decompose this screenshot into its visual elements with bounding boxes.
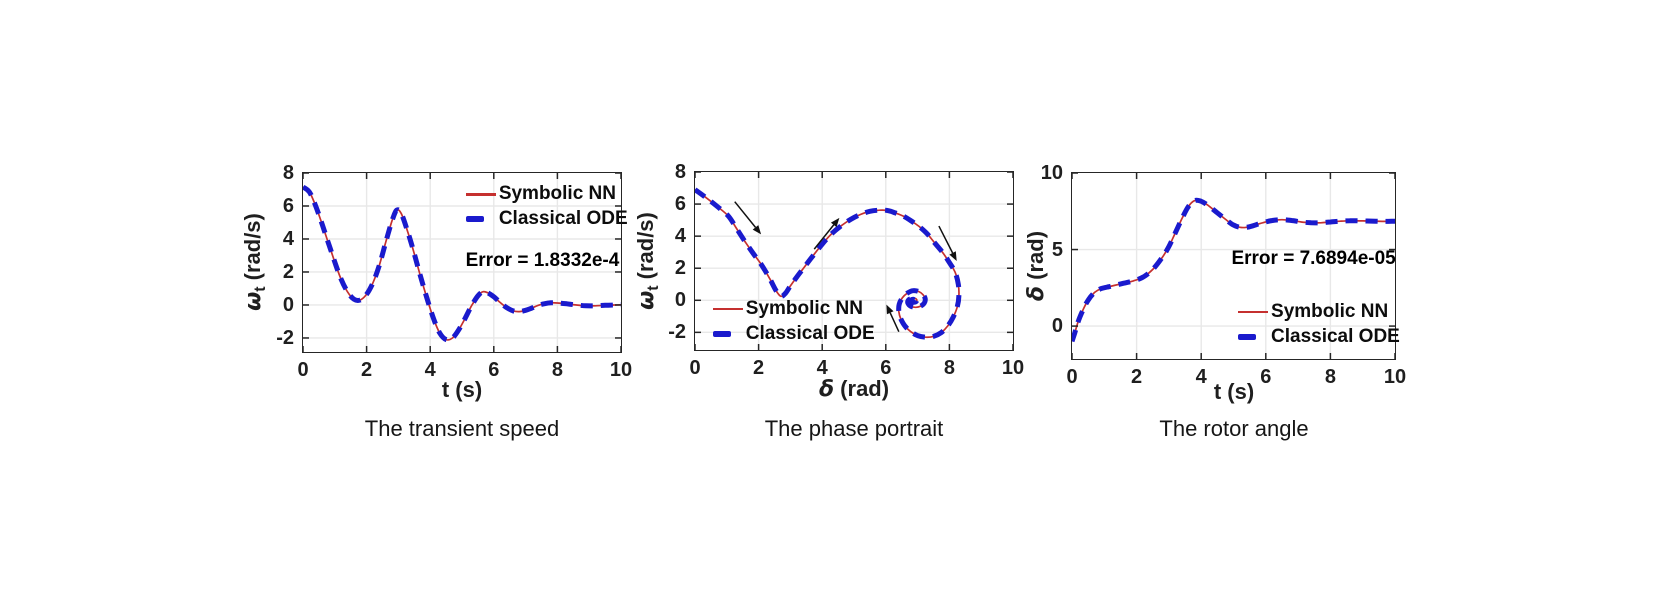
series-classical-ode (1072, 197, 1395, 343)
legend-phase-portrait: Symbolic NN Classical ODE (712, 297, 875, 347)
error-annotation: Error = 7.6894e-05 (1231, 247, 1396, 269)
legend-dash-sample (465, 216, 499, 223)
legend-transient-speed: Symbolic NN Classical ODE (465, 182, 628, 232)
rotor-angle-canvas (1072, 173, 1395, 359)
x-tick-label: 6 (1260, 366, 1272, 388)
plot-area-transient-speed: Symbolic NN Classical ODE Error = 1.8332… (276, 163, 632, 380)
x-tick-label: 4 (816, 357, 828, 379)
x-tick-label: 0 (1066, 366, 1078, 388)
x-tick-label: 4 (424, 359, 436, 381)
y-tick-label: 2 (282, 260, 294, 283)
x-tick-label: 10 (1383, 366, 1407, 388)
transient-speed-canvas (303, 173, 621, 352)
legend-rotor-angle: Symbolic NN Classical ODE (1238, 299, 1400, 349)
y-tick-label: -2 (276, 326, 294, 349)
flow-arrow (734, 201, 757, 228)
x-tick-label: 6 (880, 357, 892, 379)
y-tick-label: -2 (668, 321, 686, 344)
y-axis-label-phase-portrait: ωt (rad/s) (632, 212, 663, 310)
legend-solid-line-sample (712, 307, 746, 311)
caption-phase-portrait: The phase portrait (764, 416, 944, 441)
flow-arrow-head (830, 217, 840, 228)
y-tick-label: 2 (674, 257, 686, 280)
flow-arrow-head (752, 225, 762, 235)
caption-rotor-angle: The rotor angle (1159, 416, 1309, 441)
plot-area-rotor-angle: Symbolic NN Classical ODE Error = 7.6894… (1041, 163, 1406, 387)
flow-arrow (889, 312, 900, 333)
y-tick-label: 10 (1040, 162, 1063, 184)
legend-item: Symbolic NN (712, 297, 875, 322)
legend-dash-sample (1238, 333, 1271, 340)
legend-item-label: Classical ODE (498, 208, 628, 230)
legend-item: Classical ODE (712, 322, 875, 347)
x-tick-label: 10 (1001, 357, 1025, 379)
series-classical-ode (695, 187, 962, 340)
series-classical-ode (303, 184, 621, 343)
error-annotation: Error = 1.8332e-4 (465, 250, 620, 272)
x-axis-label-transient-speed: t (s) (441, 377, 483, 402)
x-tick-label: 8 (1324, 366, 1336, 388)
x-axis-label-phase-portrait: δ (rad) (818, 376, 890, 402)
legend-item: Symbolic NN (465, 182, 628, 207)
flow-arrow (938, 225, 954, 254)
x-tick-label: 2 (361, 359, 373, 381)
legend-item: Classical ODE (465, 207, 628, 232)
legend-solid-line-sample (1238, 310, 1271, 314)
y-tick-label: 4 (674, 225, 686, 248)
caption-transient-speed: The transient speed (364, 416, 560, 441)
y-tick-label: 6 (674, 193, 686, 216)
x-tick-label: 6 (488, 359, 500, 381)
x-tick-label: 2 (1131, 366, 1143, 388)
x-tick-label: 2 (753, 357, 765, 379)
legend-item: Symbolic NN (1238, 299, 1400, 324)
y-axis-label-transient-speed: ωt (rad/s) (239, 213, 270, 311)
legend-item: Classical ODE (1238, 324, 1400, 349)
y-tick-label: 8 (674, 161, 686, 183)
y-tick-label: 0 (674, 289, 686, 312)
y-tick-label: 0 (282, 293, 294, 316)
x-tick-label: 10 (609, 359, 633, 381)
x-tick-label: 8 (943, 357, 955, 379)
y-tick-label: 8 (282, 162, 294, 184)
plot-area-phase-portrait: Symbolic NN Classical ODE 0 2 4 6 8 10 -2 0 2 4 6 8 (668, 162, 1024, 378)
x-tick-label: 0 (689, 357, 701, 379)
flow-arrow (813, 224, 835, 250)
legend-item-label: Classical ODE (745, 323, 875, 345)
y-tick-label: 5 (1051, 238, 1063, 261)
legend-item-label: Symbolic NN (498, 183, 617, 205)
x-tick-label: 0 (297, 359, 309, 381)
phase-portrait-canvas (695, 172, 1013, 350)
x-tick-label: 8 (551, 359, 563, 381)
flow-arrow-head (949, 251, 957, 261)
y-axis-label-rotor-angle: δ (rad) (1022, 230, 1049, 302)
x-tick-label: 4 (1195, 366, 1207, 388)
legend-item-label: Symbolic NN (745, 298, 863, 320)
legend-item-label: Symbolic NN (1271, 300, 1389, 322)
y-tick-label: 6 (282, 194, 294, 217)
x-axis-label-rotor-angle: t (s) (1213, 379, 1255, 404)
legend-solid-line-sample (465, 193, 499, 196)
y-tick-label: 4 (282, 227, 294, 250)
legend-item-label: Classical ODE (1271, 325, 1400, 347)
y-tick-label: 0 (1051, 315, 1063, 338)
legend-dash-sample (712, 331, 746, 338)
flow-arrow-head (886, 304, 894, 315)
